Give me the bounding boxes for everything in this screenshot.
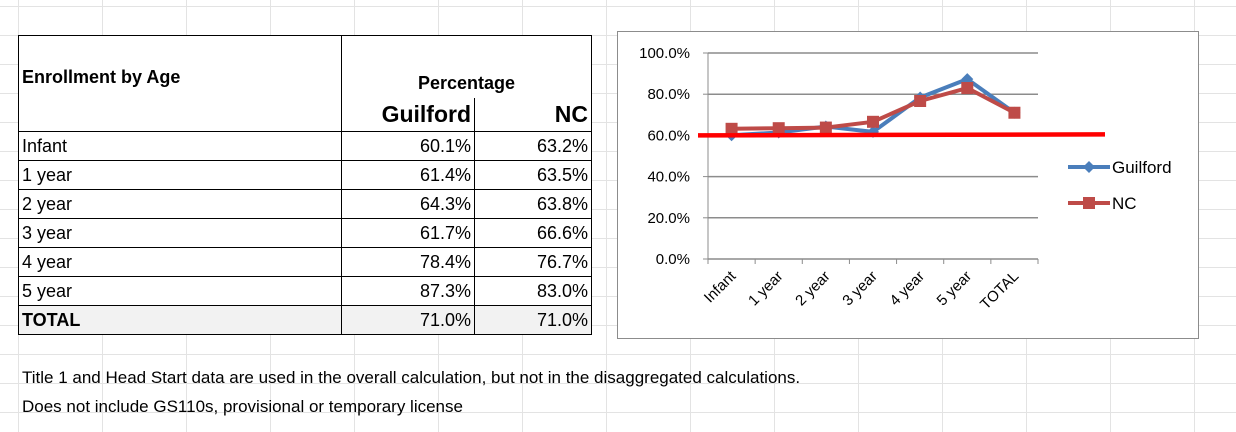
guilford-value[interactable]: 60.1% bbox=[341, 131, 475, 161]
table-row: 1 year 61.4% 63.5% bbox=[18, 160, 592, 190]
guilford-value[interactable]: 78.4% bbox=[341, 247, 475, 277]
data-point-nc bbox=[819, 121, 832, 134]
data-point-nc bbox=[772, 122, 785, 135]
nc-value[interactable]: 71.0% bbox=[474, 305, 592, 335]
row-label[interactable]: 4 year bbox=[18, 247, 342, 277]
row-label[interactable]: TOTAL bbox=[18, 305, 342, 335]
table-row: 3 year 61.7% 66.6% bbox=[18, 218, 592, 248]
row-label[interactable]: 1 year bbox=[18, 160, 342, 190]
table-title[interactable]: Enrollment by Age bbox=[18, 35, 342, 132]
reference-line bbox=[697, 132, 1106, 138]
column-header-nc[interactable]: NC bbox=[474, 98, 592, 132]
nc-value[interactable]: 63.8% bbox=[474, 189, 592, 219]
x-tick-label: 2 year bbox=[792, 268, 834, 310]
guilford-value[interactable]: 64.3% bbox=[341, 189, 475, 219]
nc-value[interactable]: 83.0% bbox=[474, 276, 592, 306]
legend-label-nc: NC bbox=[1112, 194, 1137, 213]
y-tick-label: 20.0% bbox=[647, 210, 690, 227]
row-label[interactable]: 3 year bbox=[18, 218, 342, 248]
table-row: 2 year 64.3% 63.8% bbox=[18, 189, 592, 219]
row-label[interactable]: Infant bbox=[18, 131, 342, 161]
nc-value[interactable]: 63.5% bbox=[474, 160, 592, 190]
x-tick-label: 4 year bbox=[886, 268, 928, 310]
x-tick-label: 3 year bbox=[839, 268, 881, 310]
legend-label-guilford: Guilford bbox=[1112, 158, 1172, 177]
data-point-nc bbox=[914, 94, 927, 107]
y-tick-label: 80.0% bbox=[647, 86, 690, 103]
x-tick-label: 1 year bbox=[745, 268, 787, 310]
table-row: 5 year 87.3% 83.0% bbox=[18, 276, 592, 306]
x-tick-label: Infant bbox=[701, 267, 740, 306]
table-row: TOTAL 71.0% 71.0% bbox=[18, 305, 592, 335]
note-licenses[interactable]: Does not include GS110s, provisional or … bbox=[22, 397, 463, 416]
legend-marker bbox=[1083, 197, 1095, 209]
enrollment-table: Enrollment by Age Percentage Guilford NC… bbox=[18, 35, 592, 335]
percentage-header[interactable]: Percentage bbox=[341, 35, 592, 98]
data-point-guilford bbox=[961, 73, 974, 86]
legend-marker bbox=[1083, 161, 1095, 173]
data-point-nc bbox=[1008, 106, 1021, 119]
nc-value[interactable]: 63.2% bbox=[474, 131, 592, 161]
y-tick-label: 60.0% bbox=[647, 127, 690, 144]
column-header-guilford[interactable]: Guilford bbox=[341, 98, 475, 132]
guilford-value[interactable]: 71.0% bbox=[341, 305, 475, 335]
y-tick-label: 100.0% bbox=[639, 45, 690, 62]
data-point-nc bbox=[725, 122, 738, 135]
x-tick-label: 5 year bbox=[934, 268, 976, 310]
line-chart[interactable]: 0.0% 20.0% 40.0% 60.0% 80.0% 100.0% Infant 1 ye… bbox=[617, 31, 1199, 339]
x-tick-label: TOTAL bbox=[977, 268, 1022, 313]
data-point-nc bbox=[867, 115, 879, 128]
y-tick-label: 0.0% bbox=[656, 251, 690, 268]
note-title-one[interactable]: Title 1 and Head Start data are used in … bbox=[22, 368, 801, 387]
data-point-nc bbox=[961, 82, 974, 95]
guilford-value[interactable]: 61.7% bbox=[341, 218, 475, 248]
data-point-guilford bbox=[867, 125, 879, 138]
chart-svg: 0.0% 20.0% 40.0% 60.0% 80.0% 100.0% Infant 1 ye… bbox=[639, 45, 1172, 313]
row-label[interactable]: 2 year bbox=[18, 189, 342, 219]
nc-value[interactable]: 66.6% bbox=[474, 218, 592, 248]
nc-value[interactable]: 76.7% bbox=[474, 247, 592, 277]
y-tick-label: 40.0% bbox=[647, 169, 690, 186]
guilford-value[interactable]: 87.3% bbox=[341, 276, 475, 306]
row-label[interactable]: 5 year bbox=[18, 276, 342, 306]
guilford-value[interactable]: 61.4% bbox=[341, 160, 475, 190]
table-row: Infant 60.1% 63.2% bbox=[18, 131, 592, 161]
table-row: 4 year 78.4% 76.7% bbox=[18, 247, 592, 277]
